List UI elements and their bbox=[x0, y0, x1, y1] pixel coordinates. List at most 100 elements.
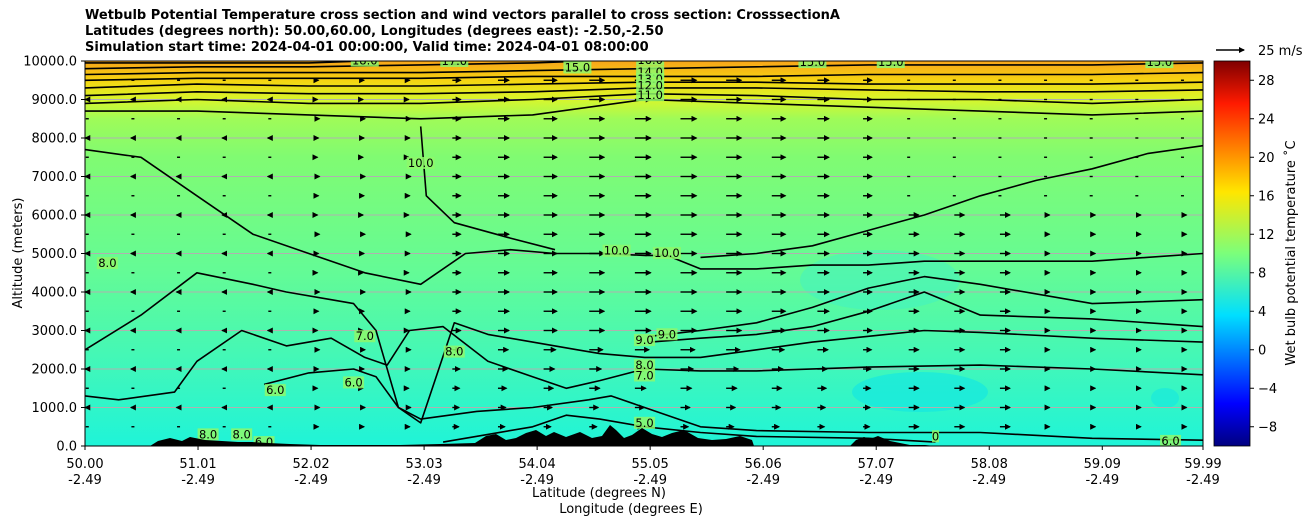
contour-label-bg bbox=[1160, 434, 1182, 446]
contour-label: 5.0 bbox=[635, 416, 653, 430]
x-tick-label-lon: -2.49 bbox=[407, 473, 441, 488]
x-axis-label-lon: Longitude (degrees E) bbox=[559, 502, 703, 517]
contour-label: 6.0 bbox=[1161, 434, 1179, 448]
contour-label: 8.0 bbox=[199, 427, 217, 441]
contour-label-bg bbox=[406, 156, 435, 169]
cold-pocket-2 bbox=[1151, 388, 1179, 408]
contour-label-bg bbox=[636, 61, 665, 66]
contour-label: 15.0 bbox=[1147, 55, 1173, 69]
y-axis-label: Altitude (meters) bbox=[11, 198, 26, 309]
contour-label-bg bbox=[350, 61, 379, 67]
colorbar-tick-label: 24 bbox=[1258, 112, 1275, 127]
x-tick-label-lat: 57.07 bbox=[858, 457, 895, 472]
contour-line bbox=[419, 126, 556, 251]
y-tick-label: 9000.0 bbox=[32, 93, 78, 108]
y-tick-label: 4000.0 bbox=[32, 286, 78, 301]
contour-label: 15.0 bbox=[565, 60, 591, 74]
x-tick-label-lat: 56.06 bbox=[745, 457, 782, 472]
contour-label-bg bbox=[443, 345, 465, 358]
y-tick-label: 10000.0 bbox=[23, 55, 77, 70]
wind-key-label: 25 m/s bbox=[1258, 44, 1303, 59]
contour-line bbox=[85, 61, 365, 64]
colorbar-tick-label: 4 bbox=[1258, 305, 1266, 320]
x-tick-label-lat: 59.09 bbox=[1084, 457, 1121, 472]
x-tick-label-lat: 54.04 bbox=[519, 457, 556, 472]
contour-line bbox=[85, 272, 1203, 424]
colorbar-tick-label: 8 bbox=[1258, 266, 1266, 281]
contour-label-bg bbox=[652, 247, 681, 260]
x-tick-label-lat: 51.01 bbox=[179, 457, 216, 472]
contour-label-bg bbox=[932, 430, 940, 443]
contour-label-bg bbox=[634, 359, 656, 372]
contour-label-bg bbox=[656, 328, 678, 341]
colorbar-ticks: −8 −4 0 4 8 12 16 20 24 28 bbox=[1250, 74, 1277, 435]
contour-label: 10.0 bbox=[408, 156, 434, 170]
x-tick-label-lon: -2.49 bbox=[294, 473, 328, 488]
contour-label-bg bbox=[440, 61, 469, 67]
contour-label: 8.0 bbox=[445, 345, 463, 359]
contour-label: 6.0 bbox=[266, 383, 284, 397]
contour-label-bg bbox=[197, 428, 219, 441]
contour-label: 8.0 bbox=[98, 256, 116, 270]
y-axis: 0.0 1000.0 2000.0 3000.0 4000.0 5000.0 6000.0 7… bbox=[23, 55, 85, 455]
contour-label: 17.0 bbox=[442, 54, 468, 68]
colorbar-tick-label: 12 bbox=[1258, 228, 1275, 243]
title-line-1: Wetbulb Potential Temperature cross sect… bbox=[85, 8, 840, 23]
y-tick-label: 5000.0 bbox=[32, 247, 78, 262]
contour-label: 7.0 bbox=[356, 329, 374, 343]
y-tick-label: 0.0 bbox=[56, 440, 77, 455]
x-tick-label-lat: 58.08 bbox=[971, 457, 1008, 472]
contour-label-bg bbox=[634, 334, 656, 347]
colorbar-tick-label: 0 bbox=[1258, 343, 1266, 358]
title-line-3: Simulation start time: 2024-04-01 00:00:… bbox=[85, 40, 649, 55]
contour-line bbox=[700, 144, 1203, 259]
contour-label: 10.0 bbox=[654, 246, 680, 260]
contour-label-bg bbox=[876, 61, 905, 69]
y-tick-label: 2000.0 bbox=[32, 363, 78, 378]
x-tick-label-lat: 50.00 bbox=[66, 457, 103, 472]
contour-label: 0 bbox=[932, 429, 939, 443]
title-line-2: Latitudes (degrees north): 50.00,60.00, … bbox=[85, 24, 664, 39]
contour-line bbox=[650, 291, 1203, 343]
contour-label: 16.0 bbox=[637, 53, 663, 67]
x-tick-label-lat: 59.99 bbox=[1184, 457, 1221, 472]
x-tick-label-lat: 53.03 bbox=[405, 457, 442, 472]
contour-label-bg bbox=[1145, 61, 1174, 69]
contour-label-bg bbox=[634, 416, 656, 429]
y-tick-label: 8000.0 bbox=[32, 132, 78, 147]
contour-label: 9.0 bbox=[635, 333, 653, 347]
contour-line bbox=[85, 325, 1203, 401]
x-axis-label-lat: Latitude (degrees N) bbox=[532, 486, 666, 501]
x-tick-label-lon: -2.49 bbox=[633, 473, 667, 488]
x-axis: 50.00-2.4951.01-2.4952.02-2.4953.03-2.49… bbox=[66, 446, 1222, 488]
contour-line bbox=[442, 414, 936, 443]
x-tick-label-lon: -2.49 bbox=[1186, 473, 1220, 488]
contour-label-bg bbox=[343, 376, 365, 389]
colorbar-ramp bbox=[1213, 60, 1251, 447]
contour-label: 10.0 bbox=[604, 244, 630, 258]
contour-label: 15.0 bbox=[878, 55, 904, 69]
contour-labels: 18.0 17.0 15.016.014.013.012.011.015.0 15.0… bbox=[96, 53, 1182, 449]
contour-label-bg bbox=[354, 330, 376, 343]
contour-label-bg bbox=[253, 436, 275, 446]
colorbar-label: Wet bulb potential temperature ˚C bbox=[1283, 140, 1299, 365]
wind-vectors bbox=[85, 77, 1188, 430]
colorbar-tick-label: −4 bbox=[1258, 382, 1277, 397]
cool-region bbox=[800, 250, 960, 310]
colorbar: −8 −4 0 4 8 12 16 20 24 28 Wet bulb potential tem… bbox=[1213, 60, 1299, 447]
x-tick-label-lat: 55.05 bbox=[632, 457, 669, 472]
y-tick-label: 6000.0 bbox=[32, 209, 78, 224]
colorbar-tick-label: 16 bbox=[1258, 189, 1275, 204]
contour-label-bg bbox=[563, 61, 592, 74]
contour-label-bg bbox=[231, 428, 253, 441]
x-tick-label-lon: -2.49 bbox=[520, 473, 554, 488]
colorbar-tick-label: 28 bbox=[1258, 74, 1275, 89]
wind-key: 25 m/s bbox=[1216, 44, 1303, 59]
x-tick-label-lat: 52.02 bbox=[292, 457, 329, 472]
cold-pocket-1 bbox=[852, 372, 988, 412]
contour-label: 6.0 bbox=[255, 435, 273, 449]
x-tick-label-lon: -2.49 bbox=[746, 473, 780, 488]
contour-label: 11.0 bbox=[637, 88, 663, 102]
contour-label-bg bbox=[602, 244, 631, 257]
